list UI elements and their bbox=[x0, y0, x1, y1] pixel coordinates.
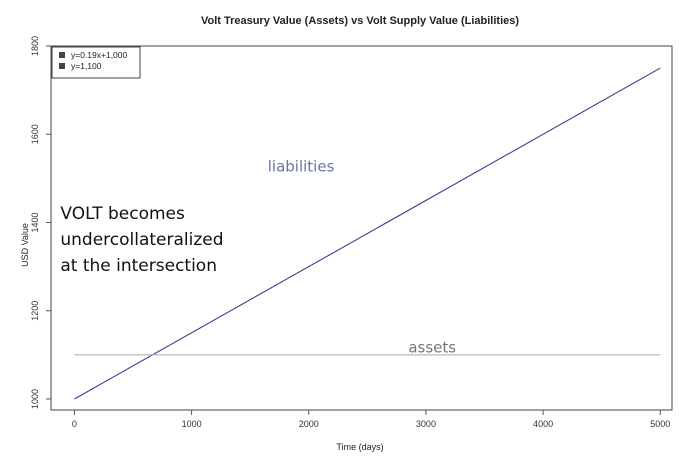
annotation-liabilities: liabilities bbox=[268, 158, 335, 176]
y-tick-label: 1600 bbox=[30, 124, 40, 144]
legend-box bbox=[51, 46, 141, 79]
x-tick-label: 5000 bbox=[650, 419, 670, 429]
legend-swatch bbox=[59, 63, 65, 69]
y-tick-label: 1800 bbox=[30, 36, 40, 56]
annotation-line: VOLT becomes bbox=[60, 204, 185, 224]
annotation-intersection-note: VOLT becomes undercollateralized at the in… bbox=[60, 204, 223, 276]
annotation-line: undercollateralized bbox=[60, 230, 223, 250]
annotation-line: at the intersection bbox=[60, 256, 217, 276]
y-tick-label: 1200 bbox=[30, 301, 40, 321]
legend-swatch bbox=[59, 52, 65, 58]
annotation-assets: assets bbox=[408, 339, 456, 357]
x-tick-label: 2000 bbox=[299, 419, 319, 429]
y-axis-label: USD Value bbox=[20, 223, 30, 267]
legend-label: y=0.19x+1,000 bbox=[71, 50, 128, 60]
x-tick-label: 0 bbox=[72, 419, 77, 429]
legend-label: y=1,100 bbox=[71, 61, 102, 71]
y-tick-label: 1000 bbox=[30, 389, 40, 409]
x-tick-label: 4000 bbox=[533, 419, 553, 429]
y-tick-label: 1400 bbox=[30, 212, 40, 232]
x-tick-label: 3000 bbox=[416, 419, 436, 429]
x-axis-label: Time (days) bbox=[336, 442, 383, 452]
x-tick-label: 1000 bbox=[182, 419, 202, 429]
plot-frame bbox=[50, 45, 673, 411]
series-line-liabilities bbox=[74, 67, 661, 400]
chart-title: Volt Treasury Value (Assets) vs Volt Sup… bbox=[201, 15, 519, 27]
